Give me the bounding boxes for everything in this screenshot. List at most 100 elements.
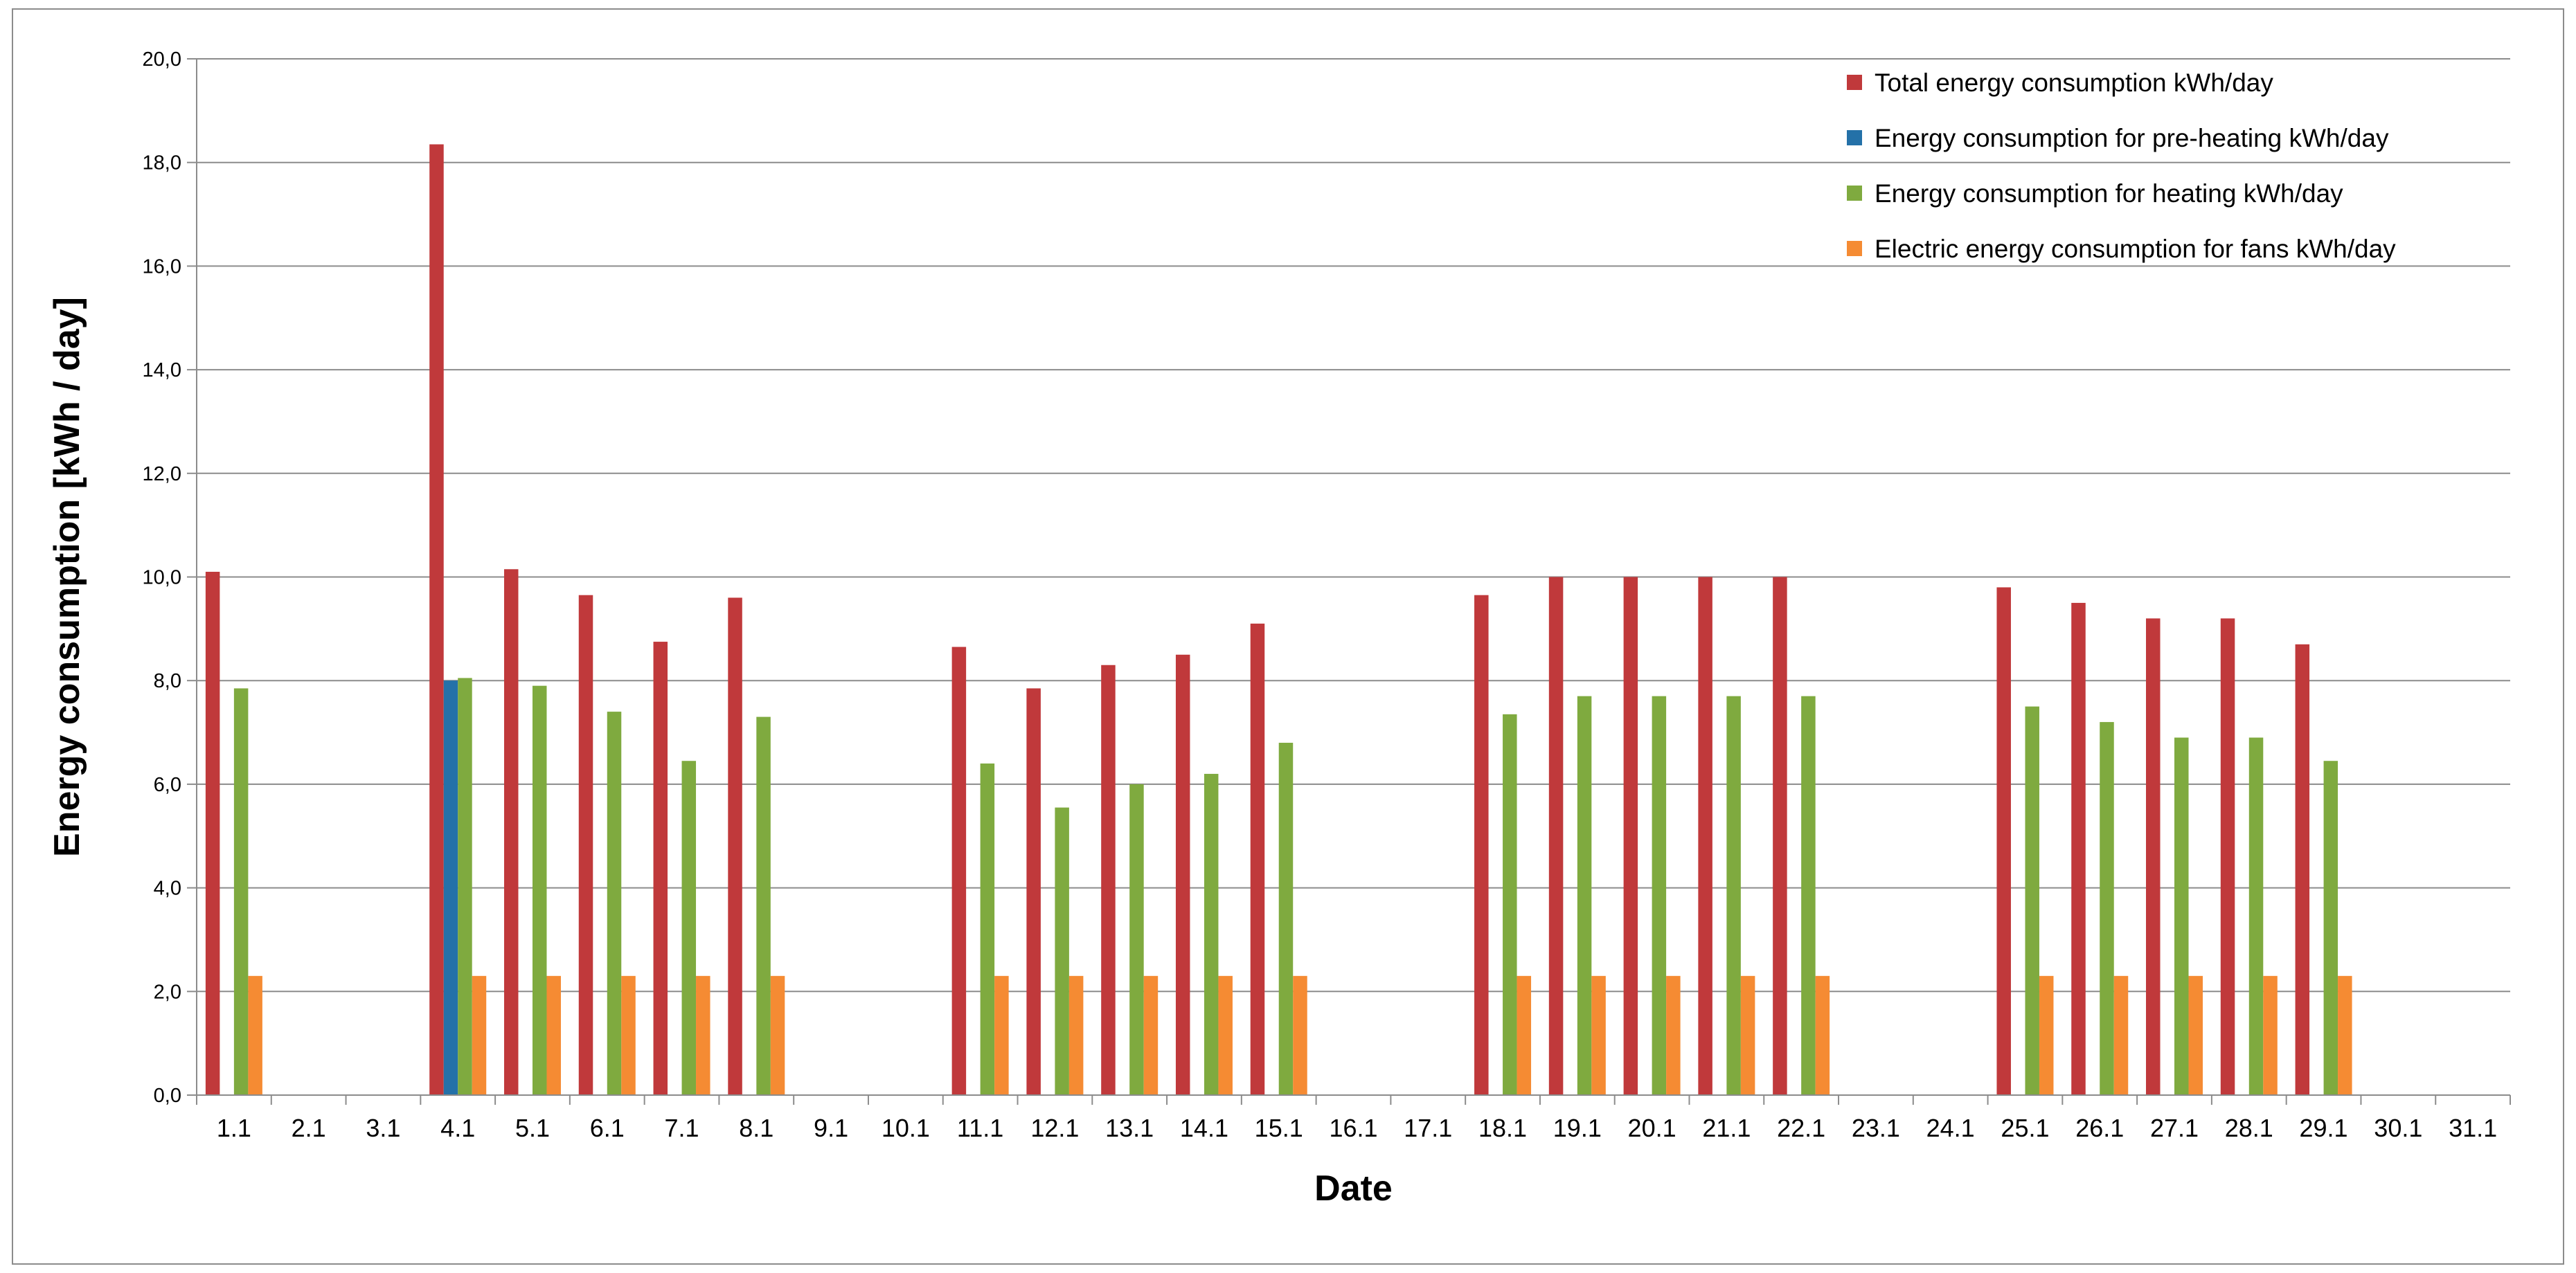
- legend-label: Energy consumption for pre-heating kWh/d…: [1875, 124, 2389, 152]
- y-tick-label: 8,0: [154, 670, 181, 692]
- x-tick-label: 8.1: [739, 1114, 773, 1142]
- x-tick-label: 17.1: [1404, 1114, 1452, 1142]
- x-tick-label: 6.1: [590, 1114, 625, 1142]
- bar-series-1: [1474, 595, 1489, 1095]
- legend-swatch: [1847, 75, 1862, 90]
- x-tick-label: 10.1: [882, 1114, 930, 1142]
- bar-series-3: [1801, 696, 1816, 1095]
- y-tick-label: 6,0: [154, 774, 181, 796]
- x-tick-label: 5.1: [515, 1114, 550, 1142]
- bar-series-1: [728, 597, 742, 1095]
- y-tick-label: 16,0: [143, 255, 181, 278]
- x-tick-label: 28.1: [2225, 1114, 2273, 1142]
- bar-series-4: [770, 975, 785, 1095]
- bar-series-3: [2100, 722, 2114, 1095]
- x-tick-label: 30.1: [2374, 1114, 2422, 1142]
- bar-series-1: [429, 144, 444, 1096]
- bar-series-3: [756, 716, 771, 1095]
- x-tick-label: 2.1: [292, 1114, 326, 1142]
- bar-series-4: [2113, 975, 2129, 1095]
- bar-series-4: [2263, 975, 2278, 1095]
- y-tick-label: 12,0: [143, 463, 181, 485]
- x-tick-label: 12.1: [1030, 1114, 1079, 1142]
- bar-series-1: [1773, 577, 1787, 1095]
- bars-layer: [205, 144, 2352, 1096]
- x-tick-label: 15.1: [1255, 1114, 1303, 1142]
- bar-series-3: [1204, 773, 1219, 1095]
- y-tick-label: 10,0: [143, 567, 181, 589]
- x-tick-label: 9.1: [814, 1114, 848, 1142]
- x-tick-label: 24.1: [1926, 1114, 1975, 1142]
- legend-swatch: [1847, 186, 1862, 201]
- bar-series-4: [1517, 975, 1532, 1095]
- x-tick-label: 1.1: [217, 1114, 251, 1142]
- bar-series-4: [1591, 975, 1606, 1095]
- chart-legend: Total energy consumption kWh/day Energy c…: [1847, 69, 2396, 263]
- bar-series-1: [1026, 688, 1041, 1095]
- legend-label: Total energy consumption kWh/day: [1875, 69, 2273, 97]
- bar-series-4: [621, 975, 636, 1095]
- bar-series-1: [653, 642, 668, 1095]
- x-tick-label: 22.1: [1777, 1114, 1825, 1142]
- bar-series-3: [2323, 761, 2338, 1095]
- bar-series-3: [532, 685, 547, 1095]
- x-tick-label: 11.1: [957, 1114, 1003, 1142]
- bar-series-3: [607, 712, 622, 1095]
- x-tick-label: 14.1: [1180, 1114, 1228, 1142]
- bar-series-3: [1577, 696, 1592, 1095]
- bar-series-1: [2071, 602, 2086, 1095]
- x-tick-label: 25.1: [2001, 1114, 2049, 1142]
- bar-series-4: [1218, 975, 1233, 1095]
- bar-series-3: [681, 761, 697, 1095]
- chart-frame: 0,0 2,0 4,0 6,0 8,0 10,0 12,0 14,0 16,0 18,0 20,0 1…: [12, 8, 2564, 1265]
- bar-series-4: [1068, 975, 1084, 1095]
- bar-series-1: [1175, 654, 1190, 1095]
- y-tick-label: 0,0: [154, 1085, 181, 1107]
- bar-series-1: [1623, 577, 1638, 1095]
- bar-series-1: [1698, 577, 1712, 1095]
- x-tick-label: 7.1: [665, 1114, 699, 1142]
- bar-series-1: [503, 569, 519, 1095]
- bar-series-4: [546, 975, 561, 1095]
- bar-series-3: [2025, 706, 2039, 1095]
- bar-series-4: [696, 975, 710, 1095]
- bar-series-3: [1652, 696, 1667, 1095]
- bar-series-4: [1666, 975, 1681, 1095]
- bar-series-4: [1293, 975, 1307, 1095]
- bar-series-4: [1143, 975, 1159, 1095]
- bar-series-4: [2188, 975, 2203, 1095]
- x-tick-label: 20.1: [1628, 1114, 1676, 1142]
- x-tick-label: 3.1: [366, 1114, 400, 1142]
- x-tick-label: 13.1: [1105, 1114, 1154, 1142]
- bar-series-1: [205, 572, 220, 1095]
- bar-series-1: [1101, 665, 1116, 1095]
- y-tick-label: 14,0: [143, 359, 181, 381]
- bar-series-1: [1250, 623, 1265, 1095]
- bar-series-4: [2039, 975, 2054, 1095]
- bar-series-2: [443, 680, 458, 1095]
- y-tick-label: 2,0: [154, 981, 181, 1003]
- bar-series-3: [1129, 784, 1144, 1095]
- bar-series-3: [2248, 737, 2264, 1095]
- bar-series-3: [2174, 737, 2189, 1095]
- bar-series-1: [951, 647, 967, 1095]
- bar-series-4: [1740, 975, 1755, 1095]
- bar-series-4: [2338, 975, 2352, 1095]
- bar-series-3: [1726, 696, 1741, 1095]
- bar-series-4: [994, 975, 1009, 1095]
- legend-label: Electric energy consumption for fans kWh…: [1875, 235, 2396, 263]
- bar-series-3: [233, 688, 249, 1095]
- legend-swatch: [1847, 130, 1862, 145]
- bar-series-1: [2295, 644, 2310, 1095]
- bar-series-4: [248, 975, 262, 1095]
- x-axis-title: Date: [1314, 1168, 1393, 1209]
- bar-series-3: [458, 678, 472, 1095]
- x-tick-label: 21.1: [1702, 1114, 1751, 1142]
- bar-series-3: [1055, 807, 1069, 1095]
- bar-series-1: [2146, 618, 2161, 1095]
- y-axis-title: Energy consumption [kWh / day]: [47, 297, 87, 857]
- axes-layer: 0,0 2,0 4,0 6,0 8,0 10,0 12,0 14,0 16,0 18,0 20,0 1…: [143, 48, 2511, 1142]
- bar-series-3: [980, 763, 995, 1095]
- y-tick-label: 18,0: [143, 152, 181, 174]
- bar-series-1: [578, 595, 593, 1095]
